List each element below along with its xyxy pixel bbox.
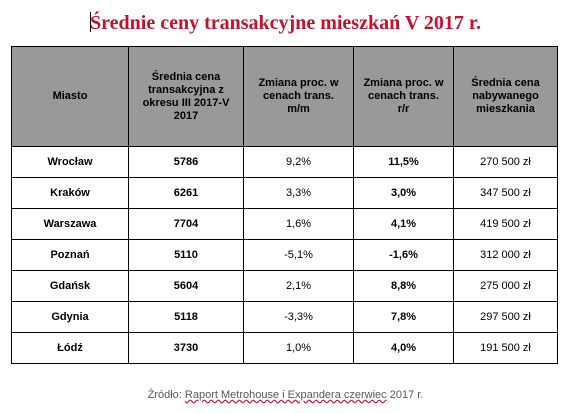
cell-change-mm: 1,0% <box>243 332 354 364</box>
cell-avg-price: 5604 <box>128 270 244 302</box>
page-title-text: Średnie ceny transakcyjne mieszkań V 201… <box>90 12 481 34</box>
cell-avg-price: 5110 <box>128 239 244 271</box>
header-avg-flat-price: Średnia cena nabywanego mieszkania <box>453 46 558 147</box>
cell-change-yy: 8,8% <box>353 270 454 302</box>
cell-avg-flat-price: 270 500 zł <box>453 146 558 178</box>
source-report-name: Raport Metrohouse i Expandera czerwiec <box>184 389 387 401</box>
cell-change-mm: -5,1% <box>243 239 354 271</box>
cell-change-yy: 4,0% <box>353 332 454 364</box>
header-change-yy: Zmiana proc. w cenach trans. r/r <box>353 46 454 147</box>
cell-change-mm: 9,2% <box>243 146 354 178</box>
cell-change-mm: 1,6% <box>243 208 354 240</box>
cell-avg-flat-price: 191 500 zł <box>453 332 558 364</box>
cell-city: Poznań <box>11 239 129 271</box>
cell-avg-price: 5118 <box>128 301 244 333</box>
cell-avg-flat-price: 297 500 zł <box>453 301 558 333</box>
cell-change-yy: 3,0% <box>353 177 454 209</box>
cell-city: Łódź <box>11 332 129 364</box>
cell-avg-price: 7704 <box>128 208 244 240</box>
header-change-yy-label: Zmiana proc. w cenach trans. r/r <box>363 77 444 115</box>
table-row: Gdańsk 5604 2,1% 8,8% 275 000 zł <box>11 270 558 302</box>
header-avg-price: Średnia cena transakcyjna z okresu III 2… <box>128 46 244 147</box>
cell-avg-flat-price: 419 500 zł <box>453 208 558 240</box>
cell-change-mm: 3,3% <box>243 177 354 209</box>
cell-city: Warszawa <box>11 208 129 240</box>
cell-avg-price: 6261 <box>128 177 244 209</box>
cell-avg-price: 3730 <box>128 332 244 364</box>
header-city-label: Miasto <box>52 90 88 102</box>
header-change-mm: Zmiana proc. w cenach trans. m/m <box>243 46 354 147</box>
table-row: Kraków 6261 3,3% 3,0% 347 500 zł <box>11 177 558 209</box>
cell-change-yy: 4,1% <box>353 208 454 240</box>
cell-avg-flat-price: 312 000 zł <box>453 239 558 271</box>
cell-city: Wrocław <box>11 146 129 178</box>
table-row: Łódź 3730 1,0% 4,0% 191 500 zł <box>11 332 558 364</box>
header-row: Miasto Średnia cena transakcyjna z okres… <box>11 46 558 147</box>
header-avg-price-label: Średnia cena transakcyjna z okresu III 2… <box>142 70 230 122</box>
text-cursor <box>90 12 92 32</box>
cell-change-mm: 2,1% <box>243 270 354 302</box>
prices-table: Miasto Średnia cena transakcyjna z okres… <box>11 46 558 364</box>
cell-avg-price: 5786 <box>128 146 244 178</box>
cell-change-mm: -3,3% <box>243 301 354 333</box>
cell-change-yy: -1,6% <box>353 239 454 271</box>
page-title: Średnie ceny transakcyjne mieszkań V 201… <box>0 11 571 35</box>
header-change-mm-label: Zmiana proc. w cenach trans. m/m <box>258 77 339 115</box>
header-city: Miasto <box>11 46 129 147</box>
source-note: Źródło: Raport Metrohouse i Expandera cz… <box>0 389 571 401</box>
cell-avg-flat-price: 347 500 zł <box>453 177 558 209</box>
cell-avg-flat-price: 275 000 zł <box>453 270 558 302</box>
cell-city: Gdynia <box>11 301 129 333</box>
table-header: Miasto Średnia cena transakcyjna z okres… <box>11 46 558 147</box>
table-body: Wrocław 5786 9,2% 11,5% 270 500 zł Krakó… <box>11 146 558 364</box>
table-row: Poznań 5110 -5,1% -1,6% 312 000 zł <box>11 239 558 271</box>
cell-change-yy: 11,5% <box>353 146 454 178</box>
table-row: Wrocław 5786 9,2% 11,5% 270 500 zł <box>11 146 558 178</box>
cell-city: Gdańsk <box>11 270 129 302</box>
cell-change-yy: 7,8% <box>353 301 454 333</box>
source-prefix: Źródło: <box>147 389 185 401</box>
header-avg-flat-price-label: Średnia cena nabywanego mieszkania <box>471 77 540 115</box>
table-row: Warszawa 7704 1,6% 4,1% 419 500 zł <box>11 208 558 240</box>
source-suffix: 2017 r. <box>386 389 424 401</box>
cell-city: Kraków <box>11 177 129 209</box>
table-row: Gdynia 5118 -3,3% 7,8% 297 500 zł <box>11 301 558 333</box>
